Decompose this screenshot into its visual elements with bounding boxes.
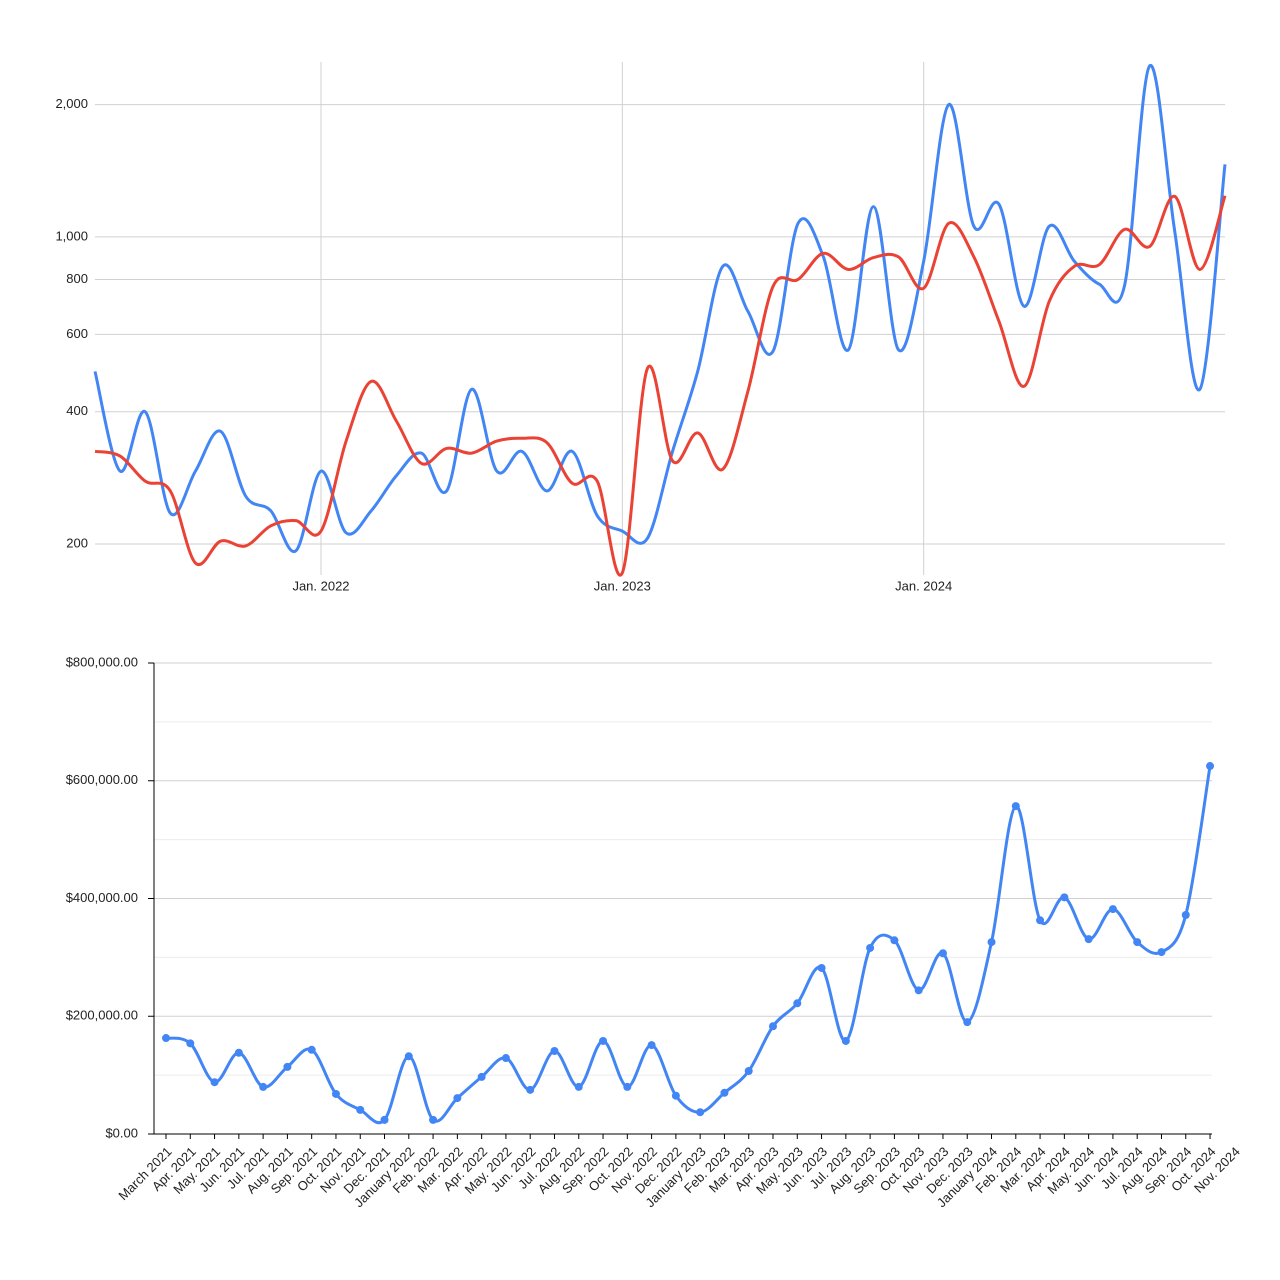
data-point [1060,893,1069,902]
data-point [404,1052,413,1061]
y-tick-label: 400 [66,403,88,418]
data-point [623,1082,632,1091]
data-point [283,1062,292,1071]
data-point [234,1048,243,1057]
data-point [1133,938,1142,947]
x-tick-label: Jan. 2024 [895,578,952,593]
data-point [1108,905,1117,914]
data-point [550,1046,559,1055]
y-tick-label: $400,000.00 [66,890,138,905]
data-point [914,986,923,995]
data-point [1084,935,1093,944]
data-point [453,1094,462,1103]
data-point [793,999,802,1008]
data-point [744,1067,753,1076]
series-line [165,765,1212,1125]
data-point [671,1091,680,1100]
data-point [477,1072,486,1081]
data-point [1036,916,1045,925]
data-point [574,1082,583,1091]
y-tick-label: 600 [66,326,88,341]
data-point [210,1078,219,1087]
data-point [380,1115,389,1124]
data-point [186,1039,195,1048]
data-point [938,949,947,958]
y-tick-label: 800 [66,271,88,286]
y-tick-label: 2,000 [55,96,88,111]
data-point [599,1036,608,1045]
data-point [696,1108,705,1117]
data-point [429,1115,438,1124]
data-point [720,1088,729,1097]
data-point [1011,802,1020,811]
data-point [1181,910,1190,919]
data-point [647,1041,656,1050]
x-tick-label: Jan. 2022 [292,578,349,593]
series-line [93,64,1227,553]
y-tick-label: $800,000.00 [66,654,138,669]
data-point [331,1089,340,1098]
data-point [817,963,826,972]
data-point [162,1034,170,1043]
data-point [987,938,996,947]
data-point [526,1085,535,1094]
data-point [963,1018,972,1027]
y-tick-label: 1,000 [55,228,88,243]
series-line [94,194,1227,577]
data-point [307,1045,316,1054]
x-tick-label: Jan. 2023 [594,578,651,593]
data-point [769,1022,777,1031]
data-point [259,1082,268,1091]
data-point [501,1054,510,1063]
data-point [890,936,899,945]
data-point [356,1105,365,1114]
data-point [841,1036,850,1045]
y-tick-label: $600,000.00 [66,772,138,787]
y-tick-label: $0.00 [105,1125,138,1140]
data-point [1206,762,1215,771]
data-point [1157,948,1166,957]
y-tick-label: $200,000.00 [66,1008,138,1023]
data-point [866,943,875,952]
y-tick-label: 200 [66,535,88,550]
